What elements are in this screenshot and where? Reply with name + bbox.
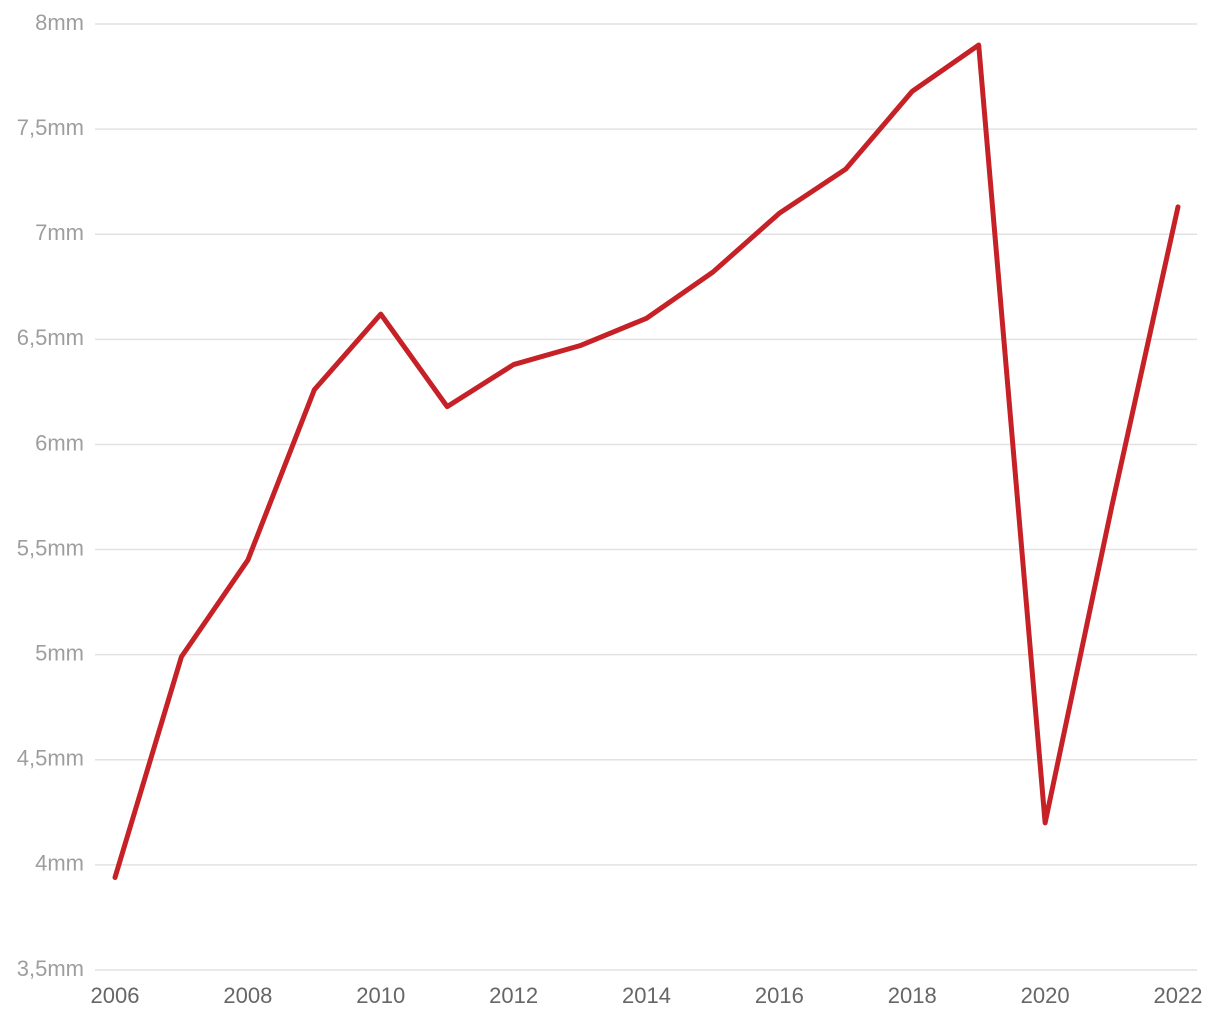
y-tick-label: 8mm — [35, 10, 84, 35]
y-tick-label: 4mm — [35, 851, 84, 876]
x-tick-label: 2016 — [755, 983, 804, 1008]
x-tick-label: 2006 — [91, 983, 140, 1008]
y-tick-label: 6,5mm — [17, 325, 84, 350]
x-tick-label: 2022 — [1154, 983, 1203, 1008]
x-tick-label: 2010 — [356, 983, 405, 1008]
y-tick-label: 3,5mm — [17, 956, 84, 981]
x-tick-label: 2008 — [223, 983, 272, 1008]
y-tick-label: 6mm — [35, 430, 84, 455]
data-line — [112, 42, 1181, 881]
y-tick-label: 4,5mm — [17, 746, 84, 771]
x-tick-label: 2020 — [1021, 983, 1070, 1008]
x-tick-label: 2018 — [888, 983, 937, 1008]
y-tick-label: 5,5mm — [17, 535, 84, 560]
y-tick-label: 7mm — [35, 220, 84, 245]
y-tick-label: 5mm — [35, 640, 84, 665]
x-tick-label: 2014 — [622, 983, 671, 1008]
y-tick-label: 7,5mm — [17, 115, 84, 140]
x-tick-label: 2012 — [489, 983, 538, 1008]
